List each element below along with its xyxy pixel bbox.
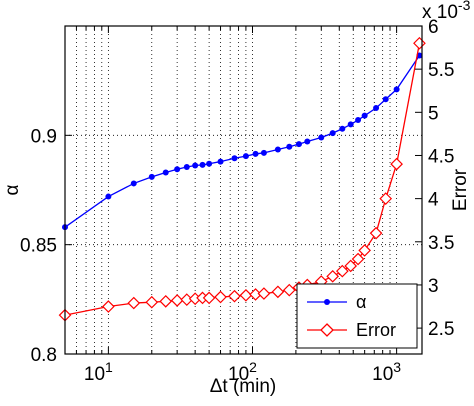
error-point [214,290,227,304]
error-point [170,294,184,307]
alpha-point [206,160,213,167]
legend: α Error [296,283,418,349]
alpha-point [130,180,137,187]
legend-label-error: Error [356,320,396,340]
y-tick-label-left: 0.9 [31,126,57,147]
alpha-point [355,117,362,124]
x-tick-label-exp: 2 [249,359,257,375]
alpha-point [295,141,302,148]
x-tick-label: 101 [84,359,113,385]
x-tick-label-exp: 3 [393,359,401,375]
alpha-point [329,130,336,137]
y-tick-label-left: 0.85 [20,236,57,257]
alpha-point [260,149,267,156]
error-point [145,295,159,309]
legend-box [296,283,418,349]
error-point [257,287,271,300]
error-point [239,288,253,302]
y-tick-label-right: 5 [428,103,439,124]
alpha-point [347,121,354,128]
alpha-point [382,96,389,103]
y-tick-label-right: 6 [428,17,439,38]
alpha-point [183,164,190,171]
error-point [127,296,141,310]
y-tick-label-right: 5.5 [428,60,454,81]
alpha-point [242,153,249,160]
error-point [344,259,358,273]
error-point [282,283,296,297]
right-axis-multiplier-base: x 10 [422,2,458,23]
x-tick-label-base: 10 [228,364,249,385]
legend-marker-alpha [324,299,330,305]
right-axis-multiplier-exp: -3 [458,0,471,13]
legend-marker-error [320,323,334,337]
error-point [358,244,371,257]
alpha-point [174,166,181,173]
y-tick-label-right: 3.5 [428,233,454,254]
alpha-point [231,155,238,162]
y-tick-label-right: 4.5 [428,146,454,167]
error-point [202,291,216,305]
error-point [271,285,285,299]
error-point [326,269,340,283]
alpha-point [217,158,224,165]
plot-frame [64,25,423,355]
alpha-point [304,138,311,145]
alpha-point [274,146,281,153]
y-tick-label-right: 4 [428,190,439,211]
alpha-point [162,169,169,176]
x-axis-label: Δt (min) [210,376,277,397]
series-layer [58,36,426,322]
error-point [228,289,241,303]
y-tick-label-right: 3 [428,276,439,297]
error-point [351,252,365,266]
alpha-point [252,150,259,157]
alpha-point [105,193,112,200]
error-point [379,192,393,205]
alpha-point [393,86,400,93]
alpha-point [199,161,206,168]
x-tick-label-exp: 1 [105,359,113,375]
error-point [102,300,115,313]
error-point [335,264,349,278]
y-axis-label-right: Error [450,168,471,211]
alpha-point [339,125,346,132]
error-point [159,294,173,308]
alpha-point [373,105,380,111]
y-tick-label-right: 2.5 [428,319,454,340]
ticks [64,25,422,355]
alpha-point [192,162,199,169]
y-axis-label-left: α [2,184,23,195]
error-point [390,157,403,171]
alpha-point [318,134,325,141]
right-axis-multiplier: x 10-3 [422,0,471,23]
alpha-point [148,173,155,180]
y-tick-label-left: 0.8 [31,345,57,366]
alpha-point [361,112,368,119]
alpha-point [286,143,293,150]
x-tick-label-base: 10 [84,364,105,385]
x-tick-label: 102 [228,359,257,385]
legend-label-alpha: α [356,292,366,312]
error-point [369,226,383,240]
x-tick-label: 103 [372,359,401,385]
x-tick-label-base: 10 [372,364,393,385]
